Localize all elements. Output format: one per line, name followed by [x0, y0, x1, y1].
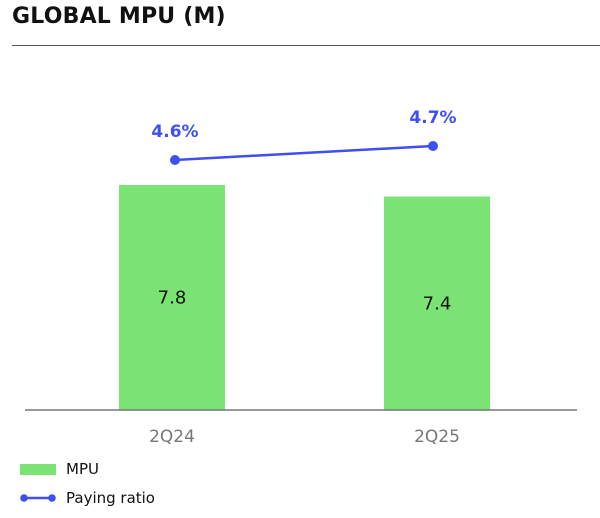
- chart-title: GLOBAL MPU (M): [12, 4, 226, 29]
- title-divider: [12, 45, 600, 46]
- legend-label-paying-ratio: Paying ratio: [66, 489, 155, 507]
- paying-ratio-label: 4.7%: [409, 108, 456, 128]
- x-tick-label: 2Q24: [149, 427, 195, 447]
- legend-swatch-mpu: [20, 463, 56, 475]
- legend-item-paying-ratio: Paying ratio: [20, 489, 155, 507]
- bar-2q24: [119, 185, 225, 410]
- legend-item-mpu: MPU: [20, 460, 99, 478]
- bar-2q25: [384, 196, 490, 410]
- legend-swatch-paying-ratio: [20, 494, 56, 502]
- paying-ratio-point: [428, 141, 438, 151]
- paying-ratio-line: [174, 144, 434, 162]
- bar-value-label: 7.8: [158, 288, 187, 309]
- paying-ratio-label: 4.6%: [151, 122, 198, 142]
- legend-label-mpu: MPU: [66, 460, 99, 478]
- paying-ratio-point: [170, 155, 180, 165]
- x-tick-label: 2Q25: [414, 427, 460, 447]
- bar-value-label: 7.4: [423, 293, 452, 314]
